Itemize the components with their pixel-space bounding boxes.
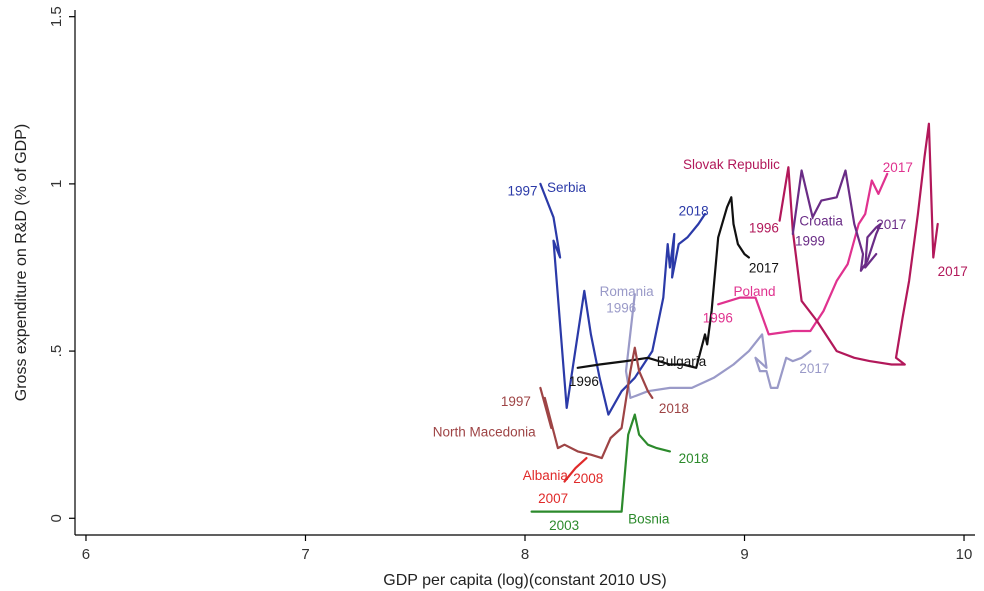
annotation-label: Bulgaria bbox=[657, 354, 707, 369]
x-tick-label: 6 bbox=[82, 546, 90, 563]
x-tick-label: 9 bbox=[740, 546, 748, 563]
series-line-bosnia bbox=[530, 413, 672, 513]
annotation-label: Croatia bbox=[799, 214, 843, 229]
annotation-label: Slovak Republic bbox=[683, 157, 780, 172]
annotation-label: 2008 bbox=[573, 471, 603, 486]
annotation-label: 1996 bbox=[749, 220, 779, 235]
y-tick-label: .5 bbox=[48, 345, 65, 358]
y-tick-label: 1 bbox=[48, 180, 65, 188]
annotation-label: 2017 bbox=[883, 160, 913, 175]
series-line-croatia bbox=[791, 169, 882, 272]
annotation-label: 2003 bbox=[549, 518, 579, 533]
annotation-label: 1997 bbox=[507, 184, 537, 199]
series-line-poland bbox=[717, 172, 889, 336]
series-line-serbia bbox=[539, 182, 707, 416]
y-tick-label: 1.5 bbox=[48, 6, 65, 27]
annotation-label: 2018 bbox=[679, 451, 709, 466]
annotation-label: 2017 bbox=[749, 260, 779, 275]
annotation-label: 1999 bbox=[795, 234, 825, 249]
series-line-slovak-republic bbox=[778, 122, 939, 366]
series-line-bulgaria bbox=[576, 196, 751, 369]
x-tick-label: 10 bbox=[956, 546, 973, 563]
series-line-albania bbox=[563, 457, 588, 483]
annotation-label: Romania bbox=[600, 284, 655, 299]
annotation-label: Poland bbox=[734, 284, 776, 299]
x-tick-label: 8 bbox=[521, 546, 529, 563]
series-line-north-macedonia bbox=[539, 346, 654, 460]
annotation-label: North Macedonia bbox=[433, 424, 536, 439]
series-line-romania bbox=[624, 293, 812, 399]
annotation-label: 1996 bbox=[569, 374, 599, 389]
y-tick-label: 0 bbox=[48, 514, 65, 522]
annotation-label: 1997 bbox=[501, 394, 531, 409]
y-axis-title: Gross expenditure on R&D (% of GDP) bbox=[13, 124, 30, 401]
annotation-label: 2017 bbox=[876, 217, 906, 232]
axis-ticks: 6 7 8 9 10 0 .5 1 1.5 bbox=[48, 6, 972, 563]
x-axis-title: GDP per capita (log)(constant 2010 US) bbox=[383, 572, 666, 589]
series-layer bbox=[530, 122, 939, 513]
annotation-label: 1996 bbox=[703, 311, 733, 326]
annotation-label: Bosnia bbox=[628, 511, 670, 526]
annotation-label: 2007 bbox=[538, 491, 568, 506]
annotation-label: 1996 bbox=[606, 301, 636, 316]
annotation-label: 2018 bbox=[659, 401, 689, 416]
annotation-label: 2018 bbox=[679, 204, 709, 219]
annotation-layer: Serbia 1997 2018 Romania 1996 2017 Bulgaria 199… bbox=[433, 157, 968, 533]
x-tick-label: 7 bbox=[301, 546, 309, 563]
annotation-label: 2017 bbox=[938, 264, 968, 279]
annotation-label: 2017 bbox=[799, 361, 829, 376]
annotation-label: Albania bbox=[523, 468, 569, 483]
annotation-label: Serbia bbox=[547, 180, 587, 195]
